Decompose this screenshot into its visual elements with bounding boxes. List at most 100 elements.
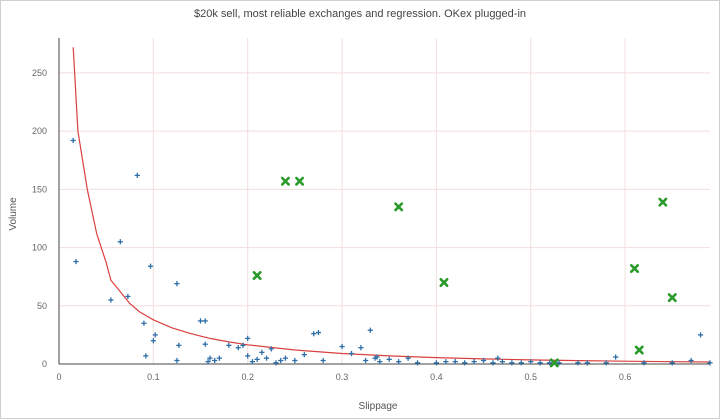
- data-point-plus: [216, 355, 222, 361]
- data-point-plus: [202, 318, 208, 324]
- data-point-plus: [537, 360, 543, 366]
- data-point-plus: [292, 357, 298, 364]
- data-point-plus: [174, 357, 180, 364]
- data-point-x: [658, 197, 668, 207]
- data-point-x: [280, 176, 290, 186]
- data-point-plus: [245, 353, 251, 359]
- data-points: [70, 137, 713, 368]
- data-point-plus: [212, 357, 218, 364]
- y-tick-label: 100: [32, 243, 47, 253]
- data-point-x: [667, 293, 677, 303]
- data-point-plus: [443, 359, 449, 365]
- data-point-plus: [363, 357, 369, 364]
- data-point-plus: [433, 360, 439, 366]
- regression-line: [72, 47, 711, 363]
- regression-curve: [72, 47, 711, 363]
- x-tick-label: 0.6: [619, 372, 632, 382]
- data-point-plus: [499, 359, 506, 365]
- data-point-plus: [315, 329, 322, 336]
- data-point-plus: [141, 320, 147, 326]
- chart-title: $20k sell, most reliable exchanges and r…: [193, 8, 527, 20]
- data-point-plus: [197, 318, 204, 324]
- data-point-plus: [202, 341, 208, 347]
- y-tick-label: 0: [42, 359, 47, 369]
- data-point-plus: [452, 359, 458, 365]
- data-point-plus: [147, 263, 154, 269]
- data-point-plus: [282, 355, 289, 361]
- data-point-x: [394, 202, 404, 212]
- data-point-plus: [108, 297, 114, 303]
- data-point-plus: [245, 335, 251, 341]
- data-point-plus: [273, 360, 279, 366]
- data-point-plus: [311, 331, 317, 337]
- data-point-plus: [268, 346, 274, 352]
- data-point-plus: [374, 354, 380, 360]
- data-point-plus: [396, 359, 402, 365]
- x-tick-label: 0.2: [241, 372, 254, 382]
- data-point-x: [549, 358, 559, 368]
- data-point-plus: [174, 281, 180, 287]
- axis-labels: Slippage Volume: [8, 197, 398, 412]
- axes: 0 0.1 0.2 0.3 0.4 0.5 0.6 0 50 100 150 200 250: [32, 38, 710, 382]
- x-tick-label: 0.1: [147, 372, 160, 382]
- data-point-plus: [249, 359, 256, 365]
- data-point-plus: [575, 360, 581, 366]
- data-point-plus: [509, 360, 515, 366]
- x-tick-label: 0.4: [430, 372, 443, 382]
- data-point-plus: [117, 239, 123, 245]
- data-point-plus: [358, 345, 364, 351]
- data-point-x: [295, 176, 305, 186]
- x-tick-label: 0.3: [336, 372, 349, 382]
- data-point-x: [439, 277, 449, 288]
- data-point-plus: [669, 360, 675, 366]
- data-point-plus: [471, 359, 477, 365]
- data-point-plus: [518, 360, 524, 366]
- data-point-plus: [259, 349, 265, 355]
- data-point-plus: [205, 359, 211, 365]
- data-point-plus: [73, 258, 79, 265]
- data-point-plus: [462, 360, 468, 366]
- data-point-plus: [240, 342, 246, 348]
- data-point-x: [630, 264, 640, 274]
- x-tick-label: 0: [56, 372, 61, 382]
- y-tick-label: 250: [32, 68, 47, 78]
- data-point-plus: [235, 345, 241, 351]
- data-point-plus: [301, 352, 307, 358]
- x-tick-label: 0.5: [524, 372, 537, 382]
- data-point-plus: [377, 359, 383, 365]
- data-point-plus: [367, 327, 373, 333]
- data-point-plus: [495, 355, 501, 361]
- data-point-plus: [339, 343, 345, 350]
- data-point-plus: [226, 342, 232, 348]
- data-point-plus: [125, 293, 131, 300]
- y-axis-label: Volume: [8, 197, 19, 231]
- data-point-plus: [490, 360, 496, 366]
- data-point-plus: [70, 137, 76, 144]
- data-point-plus: [688, 357, 694, 364]
- data-point-plus: [207, 355, 213, 361]
- y-tick-label: 50: [37, 301, 47, 311]
- grid-lines: [59, 38, 710, 364]
- data-point-plus: [613, 354, 619, 360]
- data-point-plus: [254, 356, 260, 362]
- data-point-plus: [386, 356, 392, 362]
- data-point-plus: [134, 172, 140, 178]
- data-point-plus: [707, 360, 713, 366]
- data-point-x: [252, 271, 262, 281]
- data-point-plus: [143, 353, 149, 359]
- data-point-plus: [414, 360, 421, 366]
- data-point-plus: [278, 357, 284, 364]
- data-point-plus: [405, 355, 411, 361]
- data-point-plus: [150, 338, 156, 344]
- data-point-plus: [152, 332, 158, 338]
- data-point-plus: [603, 360, 609, 366]
- data-point-plus: [176, 342, 182, 348]
- data-point-plus: [584, 360, 590, 366]
- data-point-plus: [263, 355, 270, 361]
- x-axis-label: Slippage: [359, 401, 398, 412]
- data-point-plus: [320, 357, 326, 364]
- data-point-plus: [641, 360, 647, 366]
- data-point-plus: [547, 360, 553, 366]
